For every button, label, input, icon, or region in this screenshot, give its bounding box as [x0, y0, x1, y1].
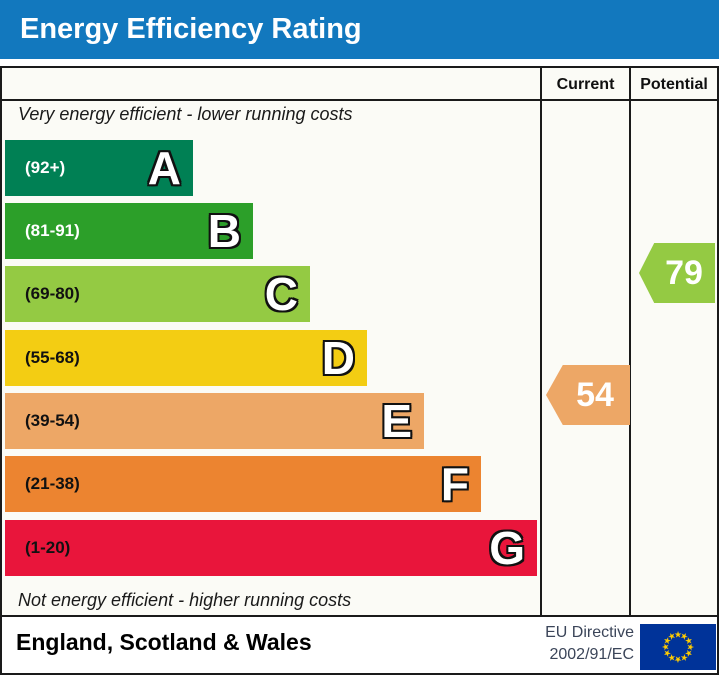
svg-text:★: ★ — [662, 643, 672, 651]
footer: England, Scotland & Wales EU Directive 2… — [2, 617, 717, 673]
svg-text:★: ★ — [674, 654, 682, 664]
column-header-current: Current — [556, 76, 615, 93]
potential-rating-arrow: 79 — [639, 243, 715, 303]
eu-flag-icon: ★ ★ ★ ★ ★ ★ ★ ★ ★ ★ ★ ★ — [640, 624, 716, 670]
band-g-letter: G — [489, 522, 525, 574]
current-rating-arrow: 54 — [546, 365, 630, 425]
svg-text:★: ★ — [682, 635, 695, 647]
band-a-letter: A — [147, 142, 181, 194]
band-g: (1-20) G — [5, 520, 537, 576]
column-divider-current — [540, 66, 542, 617]
band-d-range: (55-68) — [25, 348, 80, 367]
band-b: (81-91) B — [5, 203, 253, 259]
svg-text:★: ★ — [666, 651, 678, 664]
eu-directive-label: EU Directive 2002/91/EC — [502, 622, 634, 666]
band-b-letter: B — [207, 205, 241, 257]
page-title: Energy Efficiency Rating — [20, 13, 362, 45]
band-c: (69-80) C — [5, 266, 310, 322]
band-f: (21-38) F — [5, 456, 481, 512]
svg-text:★: ★ — [678, 631, 690, 644]
band-f-letter: F — [440, 458, 469, 510]
footer-divider — [0, 615, 719, 617]
current-rating-value: 54 — [576, 375, 614, 414]
band-e: (39-54) E — [5, 393, 424, 449]
band-d: (55-68) D — [5, 330, 367, 386]
band-d-letter: D — [321, 332, 355, 384]
band-e-range: (39-54) — [25, 411, 80, 430]
svg-text:★: ★ — [674, 631, 682, 641]
band-g-range: (1-20) — [25, 538, 71, 557]
svg-text:★: ★ — [662, 635, 675, 647]
band-b-range: (81-91) — [25, 221, 80, 240]
top-note: Very energy efficient - lower running co… — [18, 104, 353, 124]
title-bar: Energy Efficiency Rating — [0, 0, 719, 59]
svg-text:★: ★ — [685, 643, 695, 651]
band-e-letter: E — [381, 395, 412, 447]
band-a-range: (92+) — [25, 158, 66, 177]
eu-directive-line1: EU Directive — [545, 624, 634, 641]
svg-text:★: ★ — [666, 631, 678, 644]
potential-rating-value: 79 — [665, 253, 703, 292]
svg-text:★: ★ — [682, 647, 695, 659]
band-c-letter: C — [264, 268, 298, 320]
svg-text:★: ★ — [662, 647, 675, 659]
footer-region-label: England, Scotland & Wales — [16, 629, 312, 655]
column-header-potential: Potential — [640, 76, 708, 93]
eu-directive-line2: 2002/91/EC — [549, 646, 634, 663]
svg-text:★: ★ — [678, 651, 690, 664]
header-divider — [0, 99, 719, 101]
column-divider-potential — [629, 66, 631, 617]
band-f-range: (21-38) — [25, 474, 80, 493]
band-a: (92+) A — [5, 140, 193, 196]
bottom-note: Not energy efficient - higher running co… — [18, 590, 352, 610]
band-c-range: (69-80) — [25, 284, 80, 303]
